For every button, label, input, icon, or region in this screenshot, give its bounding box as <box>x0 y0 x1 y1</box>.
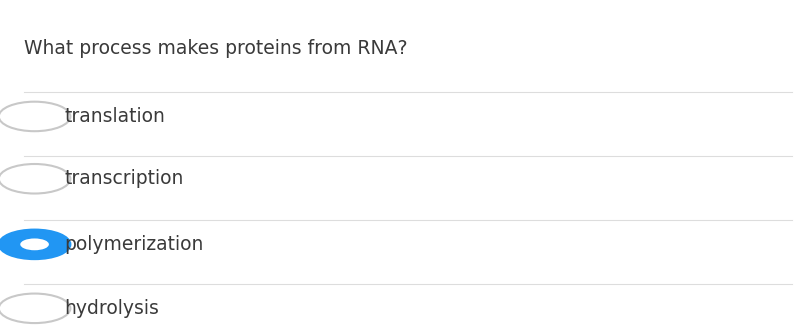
Circle shape <box>0 102 70 131</box>
Text: transcription: transcription <box>64 169 183 188</box>
Circle shape <box>0 164 70 194</box>
Text: hydrolysis: hydrolysis <box>64 299 159 318</box>
Circle shape <box>20 238 49 250</box>
Circle shape <box>0 294 70 323</box>
Circle shape <box>0 230 70 259</box>
Text: polymerization: polymerization <box>64 235 203 254</box>
Text: What process makes proteins from RNA?: What process makes proteins from RNA? <box>24 39 408 58</box>
Text: translation: translation <box>64 107 165 126</box>
